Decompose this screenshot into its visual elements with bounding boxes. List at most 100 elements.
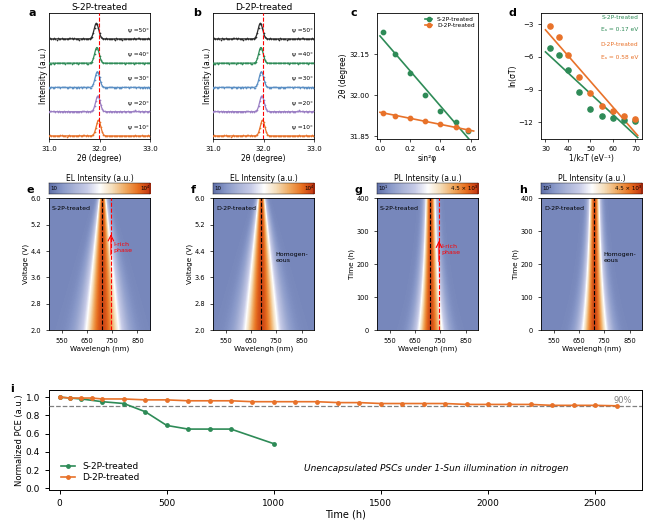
Point <box>241 59 251 67</box>
Point <box>60 83 70 92</box>
Point <box>79 59 89 67</box>
Point <box>50 131 61 140</box>
S-2P-treated <box>270 440 278 447</box>
Point <box>52 36 62 44</box>
Point <box>218 83 228 92</box>
Point <box>67 83 77 92</box>
Text: ψ =10°: ψ =10° <box>291 125 313 130</box>
Point <box>127 83 138 92</box>
Point <box>293 83 303 91</box>
Point <box>102 83 113 92</box>
Point <box>248 84 259 92</box>
Point <box>52 59 62 67</box>
Point <box>262 34 273 43</box>
Point <box>112 35 123 43</box>
Point <box>255 124 265 132</box>
Point <box>98 34 109 43</box>
Point <box>63 132 73 140</box>
Point <box>265 83 275 92</box>
Point <box>89 102 100 110</box>
Point <box>213 107 223 116</box>
Point <box>265 59 275 67</box>
Point <box>286 34 297 43</box>
Point <box>128 59 139 68</box>
Point <box>125 35 136 43</box>
Point <box>233 108 243 116</box>
Point <box>138 83 148 92</box>
Point <box>130 58 140 67</box>
Point <box>216 131 227 140</box>
Point <box>255 70 265 79</box>
Point <box>88 29 98 37</box>
Point <box>135 59 145 67</box>
Point <box>83 35 93 43</box>
Point <box>250 107 260 115</box>
Point <box>308 83 318 92</box>
Point <box>112 58 123 67</box>
Point <box>84 59 95 67</box>
Point <box>220 108 231 116</box>
Point <box>54 107 65 116</box>
Point <box>106 132 116 140</box>
Point <box>116 108 126 117</box>
Point <box>82 131 92 140</box>
Point <box>301 131 311 139</box>
Point <box>120 108 130 117</box>
Point <box>216 34 227 42</box>
Point <box>52 83 62 92</box>
Point <box>270 132 280 140</box>
Point <box>92 68 102 76</box>
X-axis label: Wavelengh (nm): Wavelengh (nm) <box>398 345 457 352</box>
Point <box>280 84 290 93</box>
Point <box>216 59 227 67</box>
Point <box>215 36 226 44</box>
Point <box>124 84 134 92</box>
Point <box>83 59 93 68</box>
Point <box>56 83 67 92</box>
Point <box>304 84 314 92</box>
Point <box>139 34 149 43</box>
Point <box>294 106 304 114</box>
Point <box>585 105 596 113</box>
Point <box>211 35 222 43</box>
Point <box>234 131 244 140</box>
Point <box>255 45 265 54</box>
Point <box>107 34 117 43</box>
Point <box>48 132 58 140</box>
D-2P-treated <box>185 398 192 404</box>
Point <box>46 107 57 116</box>
Point <box>112 83 123 91</box>
S-2P-treated <box>120 400 128 407</box>
Point <box>215 131 226 140</box>
Point <box>248 132 259 140</box>
Point <box>59 83 69 91</box>
Point <box>215 83 226 92</box>
Point <box>120 131 130 140</box>
Point <box>275 34 286 42</box>
Point <box>135 108 145 117</box>
Point <box>281 59 291 68</box>
Point <box>97 34 108 42</box>
D-2P-treated <box>548 402 556 409</box>
Point <box>288 108 298 116</box>
Point <box>76 35 86 43</box>
Point <box>77 107 87 116</box>
Point <box>110 84 120 92</box>
Point <box>597 102 607 110</box>
Point <box>125 59 136 67</box>
Point <box>64 59 74 67</box>
Point <box>255 20 265 28</box>
Point <box>111 108 121 116</box>
Point <box>237 34 247 43</box>
Text: Eₐ = 0.58 eV: Eₐ = 0.58 eV <box>600 55 638 60</box>
Point <box>79 35 89 43</box>
D-2P-treated <box>227 398 235 404</box>
Point <box>235 83 246 92</box>
Y-axis label: Normalized PCE (a.u.): Normalized PCE (a.u.) <box>15 394 24 486</box>
Point <box>275 59 286 67</box>
Point <box>116 131 126 140</box>
Point <box>104 35 115 43</box>
Point <box>301 35 311 43</box>
Point <box>246 35 256 43</box>
Point <box>107 132 117 140</box>
